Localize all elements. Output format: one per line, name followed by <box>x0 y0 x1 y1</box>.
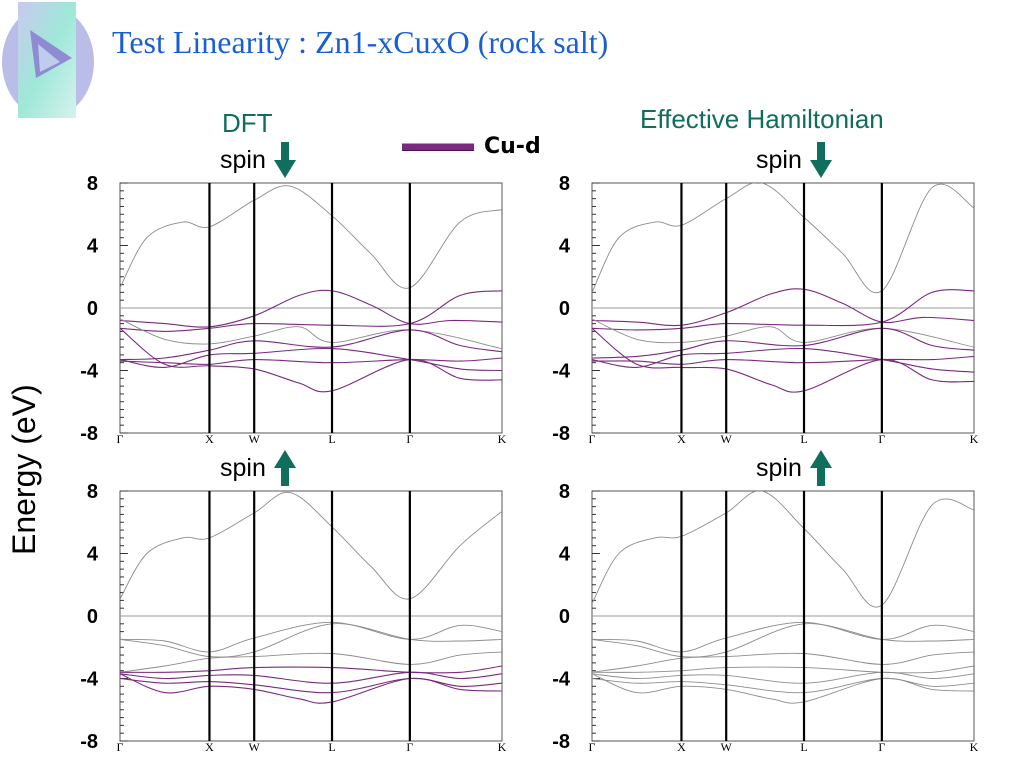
legend: Cu-d <box>402 134 541 159</box>
cu-d-band-line <box>120 357 502 365</box>
arrow-up-icon <box>273 450 296 486</box>
x-tick-label: Γ <box>406 740 413 754</box>
y-tick-label: 8 <box>87 173 98 195</box>
cu-d-band-line <box>592 327 974 393</box>
x-tick-label: K <box>970 432 979 446</box>
cu-d-band-line <box>592 327 974 359</box>
arrow-down-icon <box>273 142 296 178</box>
x-tick-label: Γ <box>878 740 885 754</box>
band-chart-eh-spin-down: Γ X W L Γ K 8 4 0 -4 -8 <box>552 173 979 446</box>
effective-hamiltonian-heading: Effective Hamiltonian <box>640 104 884 134</box>
x-tick-label: X <box>205 432 214 446</box>
cu-d-legend-label: Cu-d <box>484 134 541 159</box>
x-tick-label: W <box>249 740 261 754</box>
x-tick-label: W <box>721 432 733 446</box>
x-tick-label: K <box>498 740 507 754</box>
y-axis-label: Energy (eV) <box>6 384 42 555</box>
y-tick-label: 0 <box>559 298 570 320</box>
spin-label-eh-up: spin <box>756 450 832 486</box>
y-tick-label: 4 <box>87 236 99 258</box>
band-line <box>592 623 974 658</box>
x-tick-label: X <box>677 432 686 446</box>
band-line <box>592 621 974 653</box>
spin-text: spin <box>220 145 266 174</box>
y-tick-label: 4 <box>87 544 99 566</box>
x-tick-label: Γ <box>406 432 413 446</box>
y-tick-label: -8 <box>80 731 98 753</box>
x-tick-label: K <box>970 740 979 754</box>
y-tick-label: 0 <box>87 606 98 628</box>
band-line <box>120 621 502 653</box>
band-line <box>120 623 502 658</box>
band-line <box>592 491 974 608</box>
spin-label-dft-down: spin <box>220 142 296 178</box>
slide-title: Test Linearity : Zn1-xCuxO (rock salt) <box>112 24 609 60</box>
band-line <box>592 183 974 294</box>
cu-d-band-line <box>592 289 974 331</box>
cu-d-band-line <box>120 290 502 332</box>
x-tick-label: Γ <box>117 740 124 754</box>
x-tick-label: L <box>328 740 335 754</box>
y-tick-label: 0 <box>559 606 570 628</box>
x-tick-label: X <box>677 740 686 754</box>
cu-d-band-line <box>120 673 502 704</box>
x-tick-label: W <box>249 432 261 446</box>
y-tick-label: 8 <box>559 173 570 195</box>
x-tick-label: Γ <box>878 432 885 446</box>
cu-d-band-line <box>592 288 974 327</box>
dft-heading: DFT <box>222 108 273 138</box>
band-line <box>120 651 502 673</box>
y-tick-label: -8 <box>80 423 98 445</box>
y-tick-label: 8 <box>559 481 570 503</box>
cu-d-band-line <box>120 327 502 393</box>
cu-d-band-line <box>592 355 974 365</box>
x-tick-label: W <box>721 740 733 754</box>
x-tick-label: Γ <box>117 432 124 446</box>
band-chart-dft-spin-down: Γ X W L Γ K 8 4 0 -4 -8 <box>80 173 507 446</box>
y-tick-label: -8 <box>552 731 570 753</box>
spin-text: spin <box>220 453 266 482</box>
cu-d-band-line <box>120 677 502 694</box>
y-tick-label: 0 <box>87 298 98 320</box>
x-tick-label: K <box>498 432 507 446</box>
band-line <box>592 673 974 704</box>
cu-d-band-line <box>120 671 502 684</box>
cu-d-band-line <box>120 329 502 361</box>
band-chart-dft-spin-up: Γ X W L Γ K 8 4 0 -4 -8 <box>80 481 507 754</box>
logo-image <box>2 2 94 118</box>
x-tick-label: L <box>800 740 807 754</box>
x-tick-label: Γ <box>589 432 596 446</box>
x-tick-label: L <box>800 432 807 446</box>
cu-d-band-line <box>120 665 502 674</box>
y-tick-label: 8 <box>87 481 98 503</box>
y-tick-label: -4 <box>80 669 99 691</box>
arrow-up-icon <box>809 450 832 486</box>
arrow-down-icon <box>809 142 832 178</box>
y-tick-label: -4 <box>80 361 99 383</box>
band-line <box>120 318 502 350</box>
x-tick-label: X <box>205 740 214 754</box>
band-line <box>120 492 502 600</box>
cu-d-band-line <box>120 347 502 372</box>
y-tick-label: 4 <box>559 544 571 566</box>
y-tick-label: -4 <box>552 361 571 383</box>
band-line <box>592 665 974 674</box>
spin-text: spin <box>756 453 802 482</box>
spin-label-eh-down: spin <box>756 142 832 178</box>
x-tick-label: Γ <box>589 740 596 754</box>
y-tick-label: -4 <box>552 669 571 691</box>
band-line <box>592 678 974 694</box>
band-line <box>592 651 974 673</box>
x-tick-label: L <box>328 432 335 446</box>
y-tick-label: -8 <box>552 423 570 445</box>
cu-d-band-line <box>120 289 502 328</box>
cu-d-band-line <box>592 347 974 373</box>
spin-label-dft-up: spin <box>220 450 296 486</box>
y-tick-label: 4 <box>559 236 571 258</box>
band-line <box>592 671 974 684</box>
band-line <box>120 185 502 289</box>
band-chart-eh-spin-up: Γ X W L Γ K 8 4 0 -4 -8 <box>552 481 979 754</box>
cu-d-legend-swatch <box>402 142 474 151</box>
spin-text: spin <box>756 145 802 174</box>
